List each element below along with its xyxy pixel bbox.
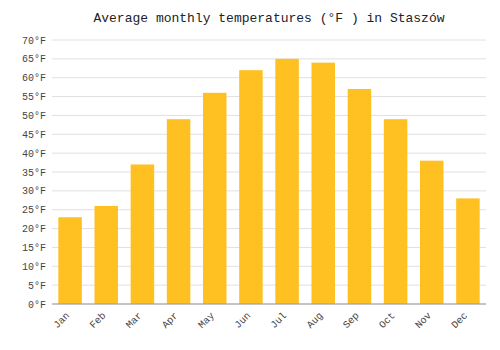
bar xyxy=(275,59,299,304)
y-tick-label: 55°F xyxy=(22,92,46,103)
chart-svg: Average monthly temperatures (°F ) in St… xyxy=(0,0,500,350)
grid-line xyxy=(52,77,486,78)
x-tick-label: Jul xyxy=(269,310,290,331)
x-tick-label: Aug xyxy=(305,310,326,331)
bar xyxy=(311,63,335,304)
x-tick-label: Apr xyxy=(160,310,181,331)
chart-container: Average monthly temperatures (°F ) in St… xyxy=(0,0,500,350)
y-tick-label: 70°F xyxy=(22,36,46,47)
bar xyxy=(203,93,227,304)
y-tick-label: 25°F xyxy=(22,205,46,216)
x-tick-label: Dec xyxy=(450,310,471,331)
y-tick-label: 5°F xyxy=(28,281,46,292)
grid-line xyxy=(52,304,486,305)
y-tick-label: 30°F xyxy=(22,186,46,197)
x-tick-label: May xyxy=(196,310,217,331)
y-tick-label: 65°F xyxy=(22,54,46,65)
bar xyxy=(348,89,372,304)
bar xyxy=(384,119,408,304)
grid-line xyxy=(52,115,486,116)
y-tick-label: 40°F xyxy=(22,149,46,160)
bar xyxy=(131,164,155,304)
bar xyxy=(167,119,191,304)
y-tick-label: 50°F xyxy=(22,111,46,122)
y-tick-label: 20°F xyxy=(22,224,46,235)
bar xyxy=(94,206,118,304)
x-tick-label: Oct xyxy=(377,310,398,331)
bar xyxy=(239,70,263,304)
y-tick-label: 0°F xyxy=(28,300,46,311)
grid-line xyxy=(52,58,486,59)
title: Average monthly temperatures (°F ) in St… xyxy=(93,11,444,26)
bar xyxy=(420,161,444,304)
grid-line xyxy=(52,153,486,154)
y-tick-label: 35°F xyxy=(22,168,46,179)
bars xyxy=(58,59,479,304)
x-tick-label: Nov xyxy=(413,310,434,331)
y-tick-label: 10°F xyxy=(22,262,46,273)
bar xyxy=(58,217,82,304)
x-tick-label: Sep xyxy=(341,310,362,331)
x-axis-line xyxy=(52,304,486,305)
grid-line xyxy=(52,40,486,41)
y-tick-label: 60°F xyxy=(22,73,46,84)
x-tick-label: Jun xyxy=(233,310,254,331)
bar xyxy=(456,198,480,304)
grid-line xyxy=(52,134,486,135)
grid-line xyxy=(52,96,486,97)
y-grid xyxy=(52,40,486,304)
y-tick-label: 15°F xyxy=(22,243,46,254)
x-tick-label: Jan xyxy=(52,310,73,331)
x-tick-label: Mar xyxy=(124,310,145,331)
y-tick-label: 45°F xyxy=(22,130,46,141)
x-tick-label: Feb xyxy=(88,310,109,331)
